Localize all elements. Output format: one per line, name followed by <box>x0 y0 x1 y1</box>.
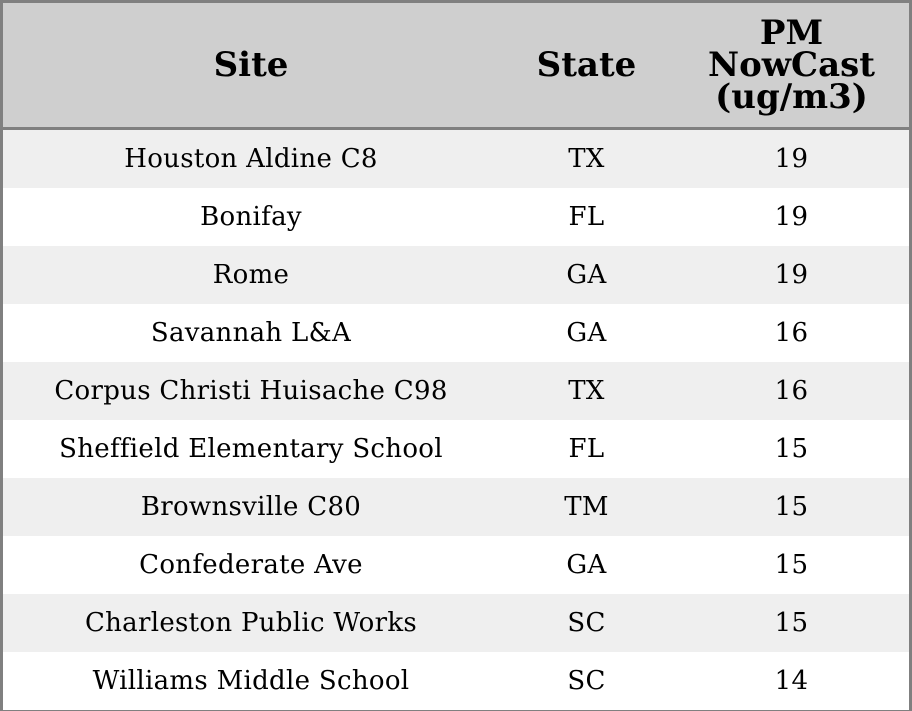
cell-state: TX <box>499 362 674 420</box>
cell-site: Williams Middle School <box>3 652 499 710</box>
cell-pm: 16 <box>674 304 909 362</box>
cell-state: SC <box>499 652 674 710</box>
cell-site: Sheffield Elementary School <box>3 420 499 478</box>
table-row: Bonifay FL 19 <box>3 188 909 246</box>
cell-state: FL <box>499 420 674 478</box>
cell-site: Houston Aldine C8 <box>3 128 499 188</box>
table-row: Charleston Public Works SC 15 <box>3 594 909 652</box>
cell-state: SC <box>499 594 674 652</box>
pm-nowcast-table: Site State PM NowCast (ug/m3) Houston Al… <box>3 3 909 710</box>
cell-site: Charleston Public Works <box>3 594 499 652</box>
cell-pm: 15 <box>674 536 909 594</box>
cell-pm: 19 <box>674 128 909 188</box>
cell-site: Bonifay <box>3 188 499 246</box>
table-row: Sheffield Elementary School FL 15 <box>3 420 909 478</box>
cell-site: Brownsville C80 <box>3 478 499 536</box>
cell-state: GA <box>499 246 674 304</box>
cell-state: GA <box>499 304 674 362</box>
cell-pm: 15 <box>674 594 909 652</box>
header-pm-nowcast: PM NowCast (ug/m3) <box>674 3 909 130</box>
table-row: Corpus Christi Huisache C98 TX 16 <box>3 362 909 420</box>
header-state: State <box>499 3 674 130</box>
cell-state: TM <box>499 478 674 536</box>
header-pm-line-2: NowCast <box>708 45 875 85</box>
header-site: Site <box>3 3 499 130</box>
table-row: Houston Aldine C8 TX 19 <box>3 128 909 188</box>
cell-site: Confederate Ave <box>3 536 499 594</box>
cell-site: Corpus Christi Huisache C98 <box>3 362 499 420</box>
cell-state: FL <box>499 188 674 246</box>
table-row: Confederate Ave GA 15 <box>3 536 909 594</box>
cell-pm: 14 <box>674 652 909 710</box>
header-pm-line-1: PM <box>759 13 824 53</box>
cell-state: GA <box>499 536 674 594</box>
cell-site: Rome <box>3 246 499 304</box>
table-row: Savannah L&A GA 16 <box>3 304 909 362</box>
cell-pm: 15 <box>674 478 909 536</box>
header-row: Site State PM NowCast (ug/m3) <box>3 3 909 130</box>
cell-pm: 19 <box>674 246 909 304</box>
cell-state: TX <box>499 128 674 188</box>
table-row: Brownsville C80 TM 15 <box>3 478 909 536</box>
cell-pm: 15 <box>674 420 909 478</box>
table-body: Houston Aldine C8 TX 19 Bonifay FL 19 Ro… <box>3 128 909 710</box>
cell-pm: 19 <box>674 188 909 246</box>
table-header: Site State PM NowCast (ug/m3) <box>3 3 909 130</box>
header-pm-line-3: (ug/m3) <box>715 77 868 117</box>
cell-pm: 16 <box>674 362 909 420</box>
table-row: Rome GA 19 <box>3 246 909 304</box>
table-row: Williams Middle School SC 14 <box>3 652 909 710</box>
cell-site: Savannah L&A <box>3 304 499 362</box>
